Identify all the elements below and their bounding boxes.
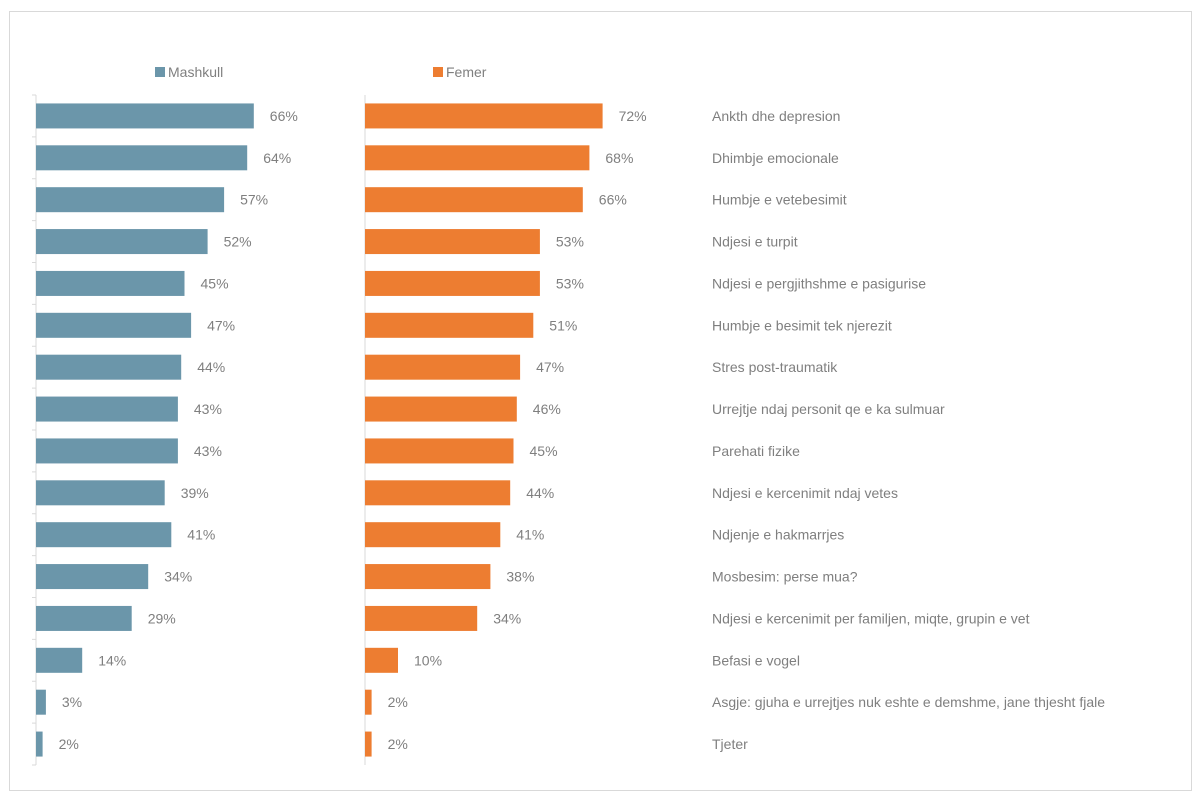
data-label-mashkull-ndjenje-e-hakmarrjes: 41% <box>187 527 215 543</box>
category-label-stres-post-traumatik: Stres post-traumatik <box>712 359 838 375</box>
bar-mashkull-humbje-e-vetebesimit <box>36 187 225 213</box>
data-label-femer-humbje-e-vetebesimit: 66% <box>599 192 627 208</box>
data-label-femer-befasi-e-vogel: 10% <box>414 652 442 668</box>
bar-mashkull-ndjesi-e-turpit <box>36 229 208 255</box>
data-label-femer-ndjesi-e-pergjithshme-e-pasigurise: 53% <box>556 275 584 291</box>
legend-swatch-mashkull <box>155 67 165 77</box>
category-label-urrejtje-ndaj-personit-qe-e-ka-sulmuar: Urrejtje ndaj personit qe e ka sulmuar <box>712 401 945 417</box>
data-label-femer-ankth-dhe-depresion: 72% <box>619 108 647 124</box>
data-label-femer-dhimbje-emocionale: 68% <box>605 150 633 166</box>
data-label-mashkull-ndjesi-e-kercenimit-per-familjen-miqte-grupin-e-vet: 29% <box>148 610 176 626</box>
category-label-humbje-e-besimit-tek-njerezit: Humbje e besimit tek njerezit <box>712 317 892 333</box>
bar-femer-parehati-fizike <box>365 438 514 464</box>
data-label-femer-ndjesi-e-kercenimit-per-familjen-miqte-grupin-e-vet: 34% <box>493 610 521 626</box>
category-label-dhimbje-emocionale: Dhimbje emocionale <box>712 150 839 166</box>
category-label-humbje-e-vetebesimit: Humbje e vetebesimit <box>712 192 847 208</box>
bar-femer-humbje-e-vetebesimit <box>365 187 583 213</box>
legend-label-femer: Femer <box>446 64 487 80</box>
bar-femer-humbje-e-besimit-tek-njerezit <box>365 312 534 338</box>
chart-frame <box>9 11 1192 791</box>
bar-mashkull-ndjesi-e-pergjithshme-e-pasigurise <box>36 270 185 296</box>
bar-mashkull-humbje-e-besimit-tek-njerezit <box>36 312 192 338</box>
data-label-femer-humbje-e-besimit-tek-njerezit: 51% <box>549 317 577 333</box>
category-label-ndjenje-e-hakmarrjes: Ndjenje e hakmarrjes <box>712 527 844 543</box>
category-labels: Ankth dhe depresion Dhimbje emocionale Hum… <box>712 108 1105 752</box>
data-label-femer-asgje-gjuha-e-urrejtjes-nuk-eshte-e-demshme-jane-thjesht-fjale: 2% <box>388 694 408 710</box>
bar-femer-befasi-e-vogel <box>365 647 398 673</box>
category-label-ndjesi-e-kercenimit-per-familjen-miqte-grupin-e-vet: Ndjesi e kercenimit per familjen, miqte,… <box>712 610 1030 626</box>
axis-ticks <box>32 94 36 766</box>
data-label-mashkull-humbje-e-vetebesimit: 57% <box>240 192 268 208</box>
bar-femer-stres-post-traumatik <box>365 354 521 380</box>
legend-swatch-femer <box>433 67 443 77</box>
bar-femer-dhimbje-emocionale <box>365 145 590 171</box>
category-label-asgje-gjuha-e-urrejtjes-nuk-eshte-e-demshme-jane-thjesht-fjale: Asgje: gjuha e urrejtjes nuk eshte e dem… <box>712 694 1105 710</box>
data-label-femer-ndjesi-e-turpit: 53% <box>556 234 584 250</box>
data-label-femer-parehati-fizike: 45% <box>530 443 558 459</box>
data-label-mashkull-parehati-fizike: 43% <box>194 443 222 459</box>
bar-femer-ndjesi-e-kercenimit-ndaj-vetes <box>365 480 511 506</box>
data-label-mashkull-dhimbje-emocionale: 64% <box>263 150 291 166</box>
bar-mashkull-ndjesi-e-kercenimit-ndaj-vetes <box>36 480 165 506</box>
bar-femer-asgje-gjuha-e-urrejtjes-nuk-eshte-e-demshme-jane-thjesht-fjale <box>365 689 372 715</box>
bar-mashkull-befasi-e-vogel <box>36 647 83 673</box>
bar-femer-mosbesim-perse-mua <box>365 564 491 590</box>
bar-mashkull-dhimbje-emocionale <box>36 145 248 171</box>
data-label-mashkull-ankth-dhe-depresion: 66% <box>270 108 298 124</box>
bar-mashkull-tjeter <box>36 731 43 757</box>
bars <box>36 103 603 757</box>
data-label-femer-urrejtje-ndaj-personit-qe-e-ka-sulmuar: 46% <box>533 401 561 417</box>
category-label-ndjesi-e-pergjithshme-e-pasigurise: Ndjesi e pergjithshme e pasigurise <box>712 275 926 291</box>
legend-label-mashkull: Mashkull <box>168 64 223 80</box>
category-label-parehati-fizike: Parehati fizike <box>712 443 800 459</box>
data-label-mashkull-befasi-e-vogel: 14% <box>98 652 126 668</box>
bar-mashkull-stres-post-traumatik <box>36 354 182 380</box>
category-label-befasi-e-vogel: Befasi e vogel <box>712 652 800 668</box>
bar-femer-urrejtje-ndaj-personit-qe-e-ka-sulmuar <box>365 396 517 422</box>
data-label-femer-tjeter: 2% <box>388 736 408 752</box>
bar-femer-ankth-dhe-depresion <box>365 103 603 129</box>
category-label-ankth-dhe-depresion: Ankth dhe depresion <box>712 108 840 124</box>
legend: Mashkull Femer <box>155 64 487 80</box>
data-label-mashkull-ndjesi-e-kercenimit-ndaj-vetes: 39% <box>181 485 209 501</box>
data-label-mashkull-ndjesi-e-pergjithshme-e-pasigurise: 45% <box>201 275 229 291</box>
bar-femer-ndjenje-e-hakmarrjes <box>365 522 501 548</box>
bar-mashkull-ankth-dhe-depresion <box>36 103 254 129</box>
category-label-mosbesim-perse-mua: Mosbesim: perse mua? <box>712 569 858 585</box>
data-label-femer-mosbesim-perse-mua: 38% <box>506 569 534 585</box>
category-label-ndjesi-e-turpit: Ndjesi e turpit <box>712 234 798 250</box>
bar-mashkull-ndjenje-e-hakmarrjes <box>36 522 172 548</box>
bar-femer-ndjesi-e-pergjithshme-e-pasigurise <box>365 270 540 296</box>
data-label-femer-ndjenje-e-hakmarrjes: 41% <box>516 527 544 543</box>
category-label-ndjesi-e-kercenimit-ndaj-vetes: Ndjesi e kercenimit ndaj vetes <box>712 485 898 501</box>
data-label-mashkull-mosbesim-perse-mua: 34% <box>164 569 192 585</box>
bar-mashkull-urrejtje-ndaj-personit-qe-e-ka-sulmuar <box>36 396 178 422</box>
data-label-femer-stres-post-traumatik: 47% <box>536 359 564 375</box>
bar-femer-tjeter <box>365 731 372 757</box>
bar-mashkull-parehati-fizike <box>36 438 178 464</box>
bar-femer-ndjesi-e-turpit <box>365 229 540 255</box>
data-label-femer-ndjesi-e-kercenimit-ndaj-vetes: 44% <box>526 485 554 501</box>
data-label-mashkull-humbje-e-besimit-tek-njerezit: 47% <box>207 317 235 333</box>
data-label-mashkull-asgje-gjuha-e-urrejtjes-nuk-eshte-e-demshme-jane-thjesht-fjale: 3% <box>62 694 82 710</box>
bar-mashkull-asgje-gjuha-e-urrejtjes-nuk-eshte-e-demshme-jane-thjesht-fjale <box>36 689 46 715</box>
bar-mashkull-ndjesi-e-kercenimit-per-familjen-miqte-grupin-e-vet <box>36 605 132 631</box>
data-label-mashkull-ndjesi-e-turpit: 52% <box>224 234 252 250</box>
data-label-mashkull-stres-post-traumatik: 44% <box>197 359 225 375</box>
category-label-tjeter: Tjeter <box>712 736 748 752</box>
bar-femer-ndjesi-e-kercenimit-per-familjen-miqte-grupin-e-vet <box>365 605 478 631</box>
data-label-mashkull-urrejtje-ndaj-personit-qe-e-ka-sulmuar: 43% <box>194 401 222 417</box>
data-label-mashkull-tjeter: 2% <box>59 736 79 752</box>
data-labels: 66% 72% 64% 68% 57% 66% 52% 53% 45% 53% 47% 51% 44% 4… <box>59 108 647 752</box>
bar-mashkull-mosbesim-perse-mua <box>36 564 149 590</box>
